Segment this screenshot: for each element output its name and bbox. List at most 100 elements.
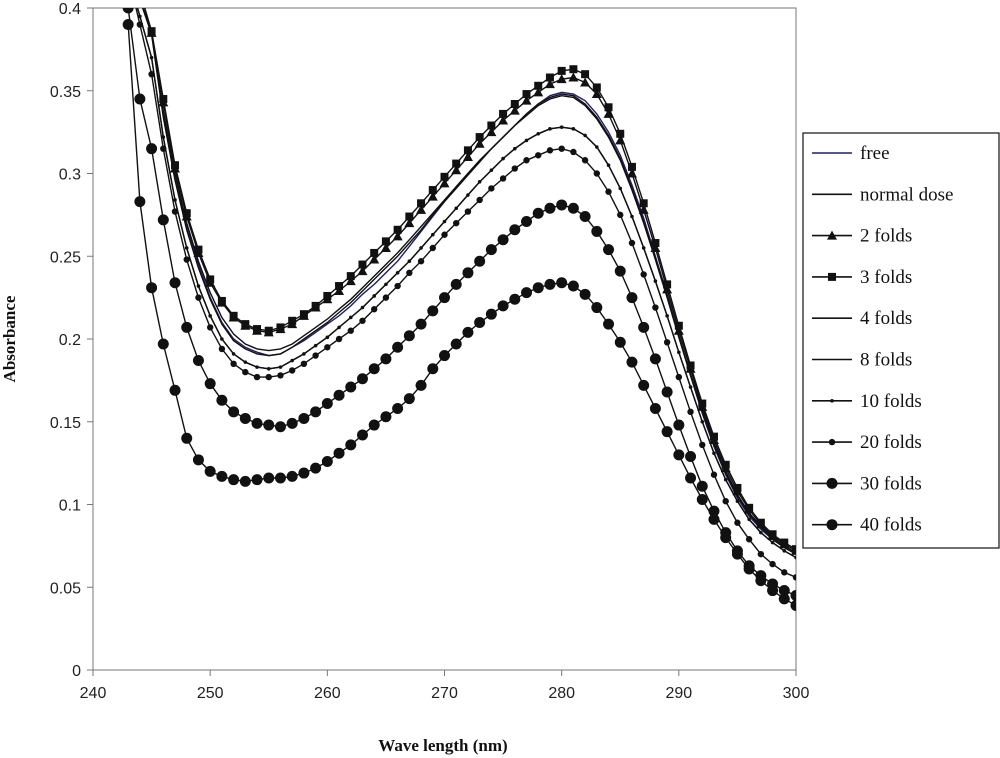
data-point-small-dot bbox=[208, 314, 212, 318]
data-point-small-dot bbox=[430, 232, 435, 237]
data-point-square bbox=[698, 399, 707, 408]
data-point-large-dot bbox=[274, 472, 286, 484]
data-point-square bbox=[241, 320, 250, 329]
legend-label: 8 folds bbox=[860, 350, 912, 371]
x-tick-label: 240 bbox=[80, 685, 107, 702]
data-point-dot bbox=[230, 360, 237, 368]
data-point-square bbox=[534, 81, 543, 90]
data-point-dot bbox=[722, 497, 729, 505]
data-point-small-dot bbox=[395, 271, 400, 275]
data-point-dot bbox=[206, 324, 214, 331]
data-point-dot bbox=[640, 271, 647, 278]
legend: free normal dose 2 folds 3 folds 4 folds 8 fo… bbox=[802, 132, 1000, 549]
data-point-large-dot bbox=[169, 384, 181, 396]
data-point-square bbox=[487, 121, 496, 130]
data-point-dot bbox=[535, 152, 542, 159]
data-point-small-dot bbox=[372, 294, 377, 298]
data-point-dot bbox=[300, 360, 308, 368]
data-point-small-dot bbox=[384, 282, 388, 287]
data-point-dot bbox=[359, 317, 366, 324]
data-point-dot bbox=[558, 145, 565, 152]
data-point-large-dot bbox=[403, 393, 415, 405]
data-point-large-dot bbox=[216, 394, 228, 406]
data-point-square bbox=[663, 280, 672, 289]
data-point-dot bbox=[499, 175, 507, 182]
data-point-large-dot bbox=[614, 336, 626, 348]
data-point-large-dot bbox=[497, 234, 509, 246]
data-point-square bbox=[709, 432, 718, 441]
data-point-large-dot bbox=[134, 93, 146, 105]
data-point-square bbox=[651, 239, 660, 248]
data-point-large-dot bbox=[591, 225, 603, 237]
data-point-large-dot bbox=[509, 293, 521, 305]
data-point-triangle bbox=[603, 108, 614, 118]
data-point-dot bbox=[687, 408, 694, 416]
data-point-square bbox=[686, 361, 695, 370]
data-point-triangle bbox=[380, 242, 391, 252]
data-point-dot bbox=[488, 185, 495, 192]
data-point-large-dot bbox=[380, 353, 392, 365]
data-point-square bbox=[194, 245, 203, 254]
data-point-large-dot bbox=[790, 599, 796, 611]
legend-item: free bbox=[812, 143, 890, 164]
data-point-large-dot bbox=[251, 474, 263, 486]
data-point-large-dot bbox=[181, 432, 193, 444]
data-point-dot bbox=[288, 367, 296, 374]
data-point-large-dot bbox=[356, 373, 368, 385]
data-point-large-dot bbox=[415, 318, 427, 330]
data-point-square bbox=[253, 325, 262, 334]
data-point-small-dot bbox=[513, 146, 517, 151]
data-point-triangle bbox=[498, 115, 509, 125]
data-point-dot bbox=[546, 147, 554, 154]
data-point-dot bbox=[523, 157, 530, 164]
data-point-square bbox=[428, 186, 437, 195]
data-point-dot bbox=[242, 368, 249, 376]
data-point-large-dot bbox=[462, 326, 474, 338]
data-point-large-dot bbox=[567, 202, 579, 214]
data-point-large-dot bbox=[532, 207, 544, 219]
data-point-small-dot bbox=[830, 399, 834, 403]
data-point-large-dot bbox=[579, 288, 591, 300]
legend-item: 20 folds bbox=[812, 432, 922, 453]
series-3-folds bbox=[144, 8, 796, 554]
legend-label: 40 folds bbox=[860, 515, 922, 536]
data-point-square bbox=[768, 530, 777, 539]
data-point-dot bbox=[581, 157, 589, 164]
data-point-small-dot bbox=[477, 179, 482, 184]
data-point-dot bbox=[769, 560, 776, 568]
data-point-square bbox=[721, 460, 730, 469]
series-2-folds bbox=[143, 8, 796, 555]
legend-label: 30 folds bbox=[860, 473, 922, 494]
data-point-small-dot bbox=[138, 14, 142, 19]
data-point-large-dot bbox=[439, 292, 450, 304]
data-point-large-dot bbox=[673, 419, 685, 431]
data-point-large-dot bbox=[556, 199, 568, 211]
series-line bbox=[136, 8, 796, 559]
data-point-large-dot bbox=[521, 215, 533, 227]
y-tick-label: 0.1 bbox=[59, 498, 81, 515]
data-point-small-dot bbox=[665, 314, 669, 318]
data-point-large-dot bbox=[661, 386, 673, 398]
data-point-square bbox=[545, 73, 554, 82]
data-point-dot bbox=[570, 148, 577, 156]
data-point-triangle bbox=[439, 178, 450, 188]
data-point-square bbox=[522, 90, 531, 99]
y-tick-label: 0.2 bbox=[59, 332, 81, 349]
data-point-square bbox=[828, 272, 836, 281]
data-point-small-dot bbox=[583, 133, 587, 138]
data-point-triangle bbox=[392, 231, 403, 241]
data-point-dot bbox=[745, 536, 753, 543]
data-point-large-dot bbox=[204, 378, 216, 390]
data-point-large-dot bbox=[708, 513, 720, 525]
data-point-dot bbox=[828, 438, 836, 446]
legend-item: 3 folds bbox=[812, 267, 912, 288]
data-point-large-dot bbox=[298, 412, 310, 424]
data-point-large-dot bbox=[485, 244, 497, 256]
data-point-dot bbox=[617, 211, 624, 219]
data-point-small-dot bbox=[618, 186, 623, 191]
data-point-large-dot bbox=[392, 341, 404, 353]
data-point-large-dot bbox=[474, 316, 486, 328]
data-point-large-dot bbox=[509, 224, 521, 236]
legend-item: 40 folds bbox=[812, 515, 922, 536]
data-point-large-dot bbox=[310, 406, 322, 418]
